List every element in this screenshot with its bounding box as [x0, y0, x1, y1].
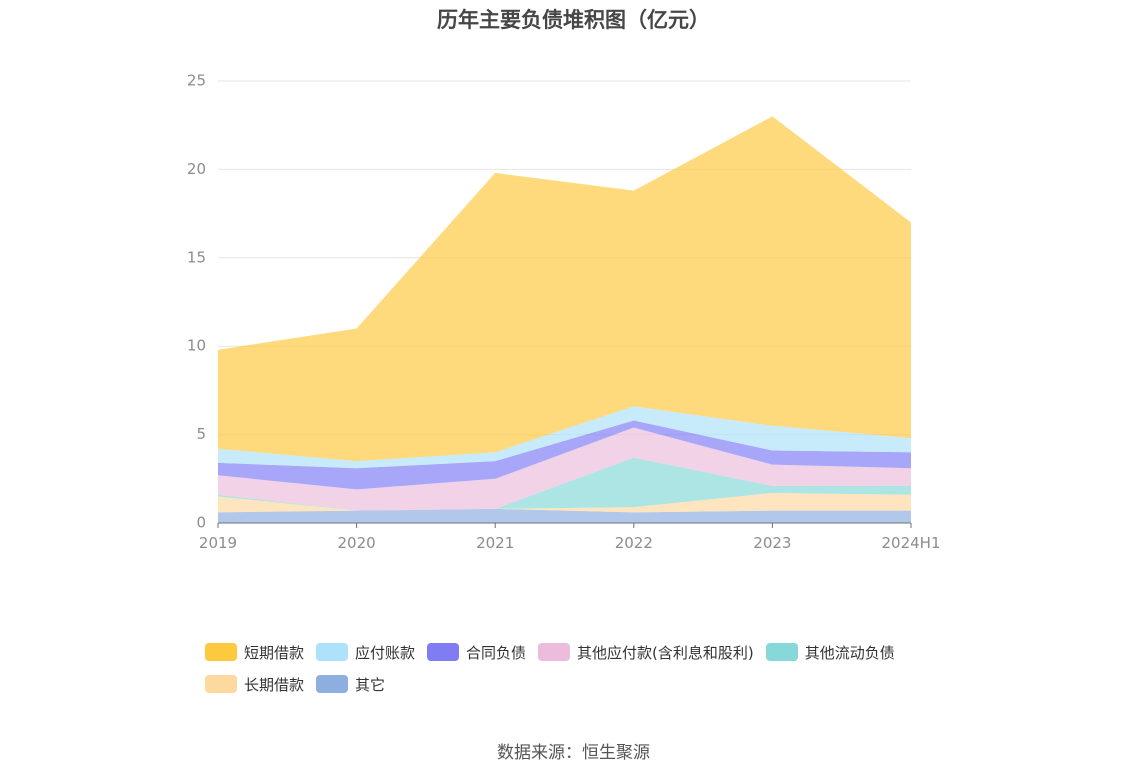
legend-swatch — [316, 643, 349, 661]
y-tick-label: 10 — [187, 337, 206, 355]
legend-swatch — [427, 643, 460, 661]
area-series-4[interactable] — [218, 420, 911, 490]
y-tick-label: 15 — [187, 248, 206, 266]
axes: 0 5 10 15 20 25 2019 2020 2021 2022 2023 2024H1 — [187, 72, 941, 553]
data-source-note: 数据来源：恒生聚源 — [497, 743, 650, 763]
x-tick-label: 2024H1 — [882, 534, 941, 552]
legend-item[interactable]: 其他流动负债 — [765, 636, 895, 668]
legend-item[interactable]: 短期借款 — [205, 636, 304, 668]
legend-item[interactable]: 长期借款 — [205, 668, 304, 700]
x-tick-label: 2023 — [753, 534, 791, 552]
legend: 短期借款 应付账款 合同负债 其他应付款(含利息和股利) 其他流动负债长期借款 其它 — [205, 636, 965, 700]
area-series-2[interactable] — [218, 457, 911, 511]
y-tick-label: 5 — [196, 425, 206, 443]
legend-swatch — [316, 675, 349, 693]
legend-swatch — [205, 675, 237, 693]
legend-label: 其他流动负债 — [804, 643, 895, 662]
x-tick-label: 2019 — [199, 534, 237, 552]
legend-label: 短期借款 — [244, 643, 305, 662]
legend-swatch — [205, 643, 237, 661]
legend-label: 长期借款 — [244, 675, 305, 694]
area-series-5[interactable] — [218, 406, 911, 469]
area-series-3[interactable] — [218, 427, 911, 511]
legend-item[interactable]: 其它 — [316, 668, 385, 700]
area-series-6[interactable] — [218, 116, 911, 462]
legend-swatch — [538, 643, 571, 661]
x-tick-label: 2020 — [338, 534, 376, 552]
chart-title: 历年主要负债堆积图（亿元） — [437, 8, 710, 32]
x-tick-label: 2021 — [476, 534, 514, 552]
legend-label: 应付账款 — [355, 643, 416, 662]
legend-item[interactable]: 应付账款 — [316, 636, 415, 668]
legend-label: 其他应付款(含利息和股利) — [577, 643, 754, 662]
legend-item[interactable]: 其他应付款(含利息和股利) — [538, 636, 754, 668]
x-tick-label: 2022 — [615, 534, 653, 552]
legend-label: 合同负债 — [466, 643, 527, 662]
area-series-group — [218, 116, 911, 523]
legend-item[interactable]: 合同负债 — [427, 636, 526, 668]
y-tick-label: 0 — [196, 514, 206, 532]
legend-label: 其它 — [355, 675, 386, 694]
legend-swatch — [765, 643, 798, 661]
area-series-0[interactable] — [218, 508, 911, 523]
y-tick-label: 20 — [187, 160, 206, 178]
y-tick-label: 25 — [187, 72, 206, 90]
area-series-1[interactable] — [218, 492, 911, 513]
